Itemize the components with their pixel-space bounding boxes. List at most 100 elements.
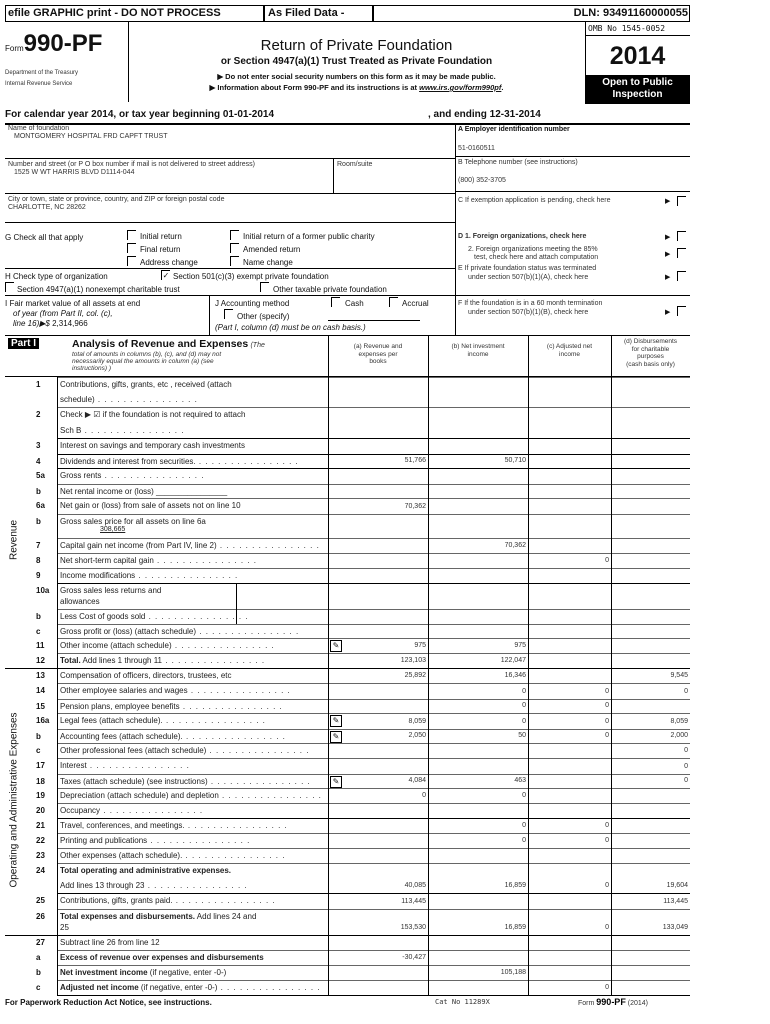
name-change-checkbox[interactable] bbox=[230, 256, 239, 266]
row-label: Capital gain net income (from Part IV, l… bbox=[60, 541, 326, 550]
address-change-checkbox[interactable] bbox=[127, 256, 136, 266]
c-label: C If exemption application is pending, c… bbox=[458, 197, 611, 204]
open-to-public-badge: Open to Public Inspection bbox=[585, 75, 690, 104]
part-desc-2: necessarily equal the amounts in column … bbox=[72, 358, 214, 365]
initial-return-checkbox[interactable] bbox=[127, 230, 136, 240]
other-taxable-checkbox[interactable] bbox=[260, 282, 269, 292]
cell-d: 0 bbox=[684, 747, 688, 754]
row-label: Legal fees (attach schedule). bbox=[60, 716, 326, 725]
accrual-label: Accrual bbox=[402, 299, 429, 308]
row-label: Net gain or (loss) from sale of assets n… bbox=[60, 501, 241, 510]
row-number: b bbox=[36, 517, 41, 526]
ein-label: A Employer identification number bbox=[458, 126, 570, 133]
info-note: ▶ Information about Form 990-PF and its … bbox=[209, 83, 504, 92]
row-number: b bbox=[36, 612, 41, 621]
initial-return-former-checkbox[interactable] bbox=[230, 230, 239, 240]
f-label-1: F If the foundation is in a 60 month ter… bbox=[458, 300, 603, 307]
cell-a: 0 bbox=[422, 792, 426, 799]
row-number: 26 bbox=[36, 912, 45, 921]
form-subtitle: or Section 4947(a)(1) Trust Treated as P… bbox=[220, 56, 493, 67]
row-label: Depreciation (attach schedule) and deple… bbox=[60, 791, 326, 800]
row-number: 20 bbox=[36, 806, 45, 815]
section-501c3-checkbox[interactable]: ✓ bbox=[161, 270, 170, 280]
row-label-line2: Sch B bbox=[60, 426, 326, 435]
other-method-checkbox[interactable] bbox=[224, 309, 233, 319]
row-number: 9 bbox=[36, 571, 41, 580]
cell-a: 113,445 bbox=[401, 898, 426, 905]
row-label: Gross rents bbox=[60, 471, 326, 480]
f-checkbox[interactable] bbox=[677, 306, 686, 316]
section-501c3-label: Section 501(c)(3) exempt private foundat… bbox=[173, 272, 329, 281]
cell-b: 50 bbox=[518, 732, 526, 739]
fmv-value: line 16)▶$ 2,314,966 bbox=[13, 319, 88, 328]
row-label: Interest bbox=[60, 761, 326, 770]
cell-a: 40,085 bbox=[404, 882, 426, 889]
street-label: Number and street (or P O box number if … bbox=[8, 161, 255, 168]
cell-d: 0 bbox=[684, 688, 688, 695]
attachment-icon[interactable]: ✎ bbox=[330, 776, 342, 788]
column-header-d: (d) Disbursements for charitable purposes(… bbox=[623, 338, 678, 368]
row-number: 19 bbox=[36, 791, 45, 800]
footer-form: Form 990-PF (2014) bbox=[578, 997, 648, 1007]
final-return-checkbox[interactable] bbox=[127, 243, 136, 253]
final-return-label: Final return bbox=[140, 245, 181, 254]
other-method-label: Other (specify) bbox=[237, 312, 290, 321]
part-badge: Part I bbox=[8, 338, 40, 349]
row-label-line2: 308,665 bbox=[100, 526, 126, 533]
row-number: 5a bbox=[36, 471, 45, 480]
amended-return-checkbox[interactable] bbox=[230, 243, 239, 253]
row-label: Printing and publications bbox=[60, 836, 326, 845]
row-label: Pension plans, employee benefits bbox=[60, 702, 326, 711]
cell-c: 0 bbox=[605, 702, 609, 709]
d1-checkbox[interactable] bbox=[677, 231, 686, 241]
row-label: Net rental income or (loss) ____________… bbox=[60, 487, 228, 496]
cell-c: 0 bbox=[605, 837, 609, 844]
d2-checkbox[interactable] bbox=[677, 248, 686, 258]
row-number: 22 bbox=[36, 836, 45, 845]
row-number: 11 bbox=[36, 641, 45, 650]
row-number: 7 bbox=[36, 541, 41, 550]
cash-label: Cash bbox=[345, 299, 364, 308]
e-checkbox[interactable] bbox=[677, 271, 686, 281]
row-label: Total. Add lines 1 through 11 bbox=[60, 656, 326, 665]
row-label: Compensation of officers, directors, tru… bbox=[60, 671, 232, 680]
row-label: Gross profit or (loss) (attach schedule) bbox=[60, 627, 326, 636]
city: CHARLOTTE, NC 28262 bbox=[8, 204, 86, 211]
row-label: Other income (attach schedule) bbox=[60, 641, 326, 650]
accrual-checkbox[interactable] bbox=[389, 297, 398, 307]
initial-return-label: Initial return bbox=[140, 232, 182, 241]
cash-checkbox[interactable] bbox=[331, 297, 340, 307]
j-label: J Accounting method bbox=[215, 299, 290, 308]
f-label-2: under section 507(b)(1)(B), check here bbox=[468, 309, 589, 316]
attachment-icon[interactable]: ✎ bbox=[330, 640, 342, 652]
cell-d: 0 bbox=[684, 763, 688, 770]
cell-b: 463 bbox=[514, 777, 526, 784]
phone-label: B Telephone number (see instructions) bbox=[458, 159, 578, 166]
other-method-input[interactable] bbox=[328, 320, 420, 321]
column-header-c: (c) Adjusted net income bbox=[546, 343, 593, 358]
i-line2: of year (from Part II, col. (c), bbox=[13, 309, 113, 318]
phone: (800) 352-3705 bbox=[458, 177, 506, 184]
cell-c: 0 bbox=[605, 924, 609, 931]
irs-link[interactable]: www.irs.gov/form990pf bbox=[419, 83, 502, 92]
cell-b: 16,859 bbox=[504, 882, 526, 889]
cell-c: 0 bbox=[605, 718, 609, 725]
attachment-icon[interactable]: ✎ bbox=[330, 715, 342, 727]
as-filed-label: As Filed Data - bbox=[268, 7, 345, 19]
omb-number: OMB No 1545-0052 bbox=[588, 24, 666, 33]
side-label-expenses: Operating and Administrative Expenses bbox=[8, 712, 20, 888]
c-checkbox[interactable] bbox=[677, 196, 686, 206]
section-4947-checkbox[interactable] bbox=[5, 282, 14, 292]
cell-d: 19,604 bbox=[666, 882, 688, 889]
row-label-line2: allowances bbox=[60, 597, 100, 606]
foundation-name: MONTGOMERY HOSPITAL FRD CAPFT TRUST bbox=[14, 133, 168, 140]
part-title: Analysis of Revenue and Expenses (The bbox=[72, 338, 265, 350]
row-label: Net investment income (if negative, ente… bbox=[60, 968, 227, 977]
row-number: b bbox=[36, 732, 41, 741]
e-label-2: under section 507(b)(1)(A), check here bbox=[468, 274, 589, 281]
cell-b: 122,047 bbox=[500, 657, 526, 664]
attachment-icon[interactable]: ✎ bbox=[330, 731, 342, 743]
row-number: 13 bbox=[36, 671, 45, 680]
row-label-line2: 25 bbox=[60, 923, 69, 932]
row-label: Contributions, gifts, grants, etc , rece… bbox=[60, 380, 232, 389]
